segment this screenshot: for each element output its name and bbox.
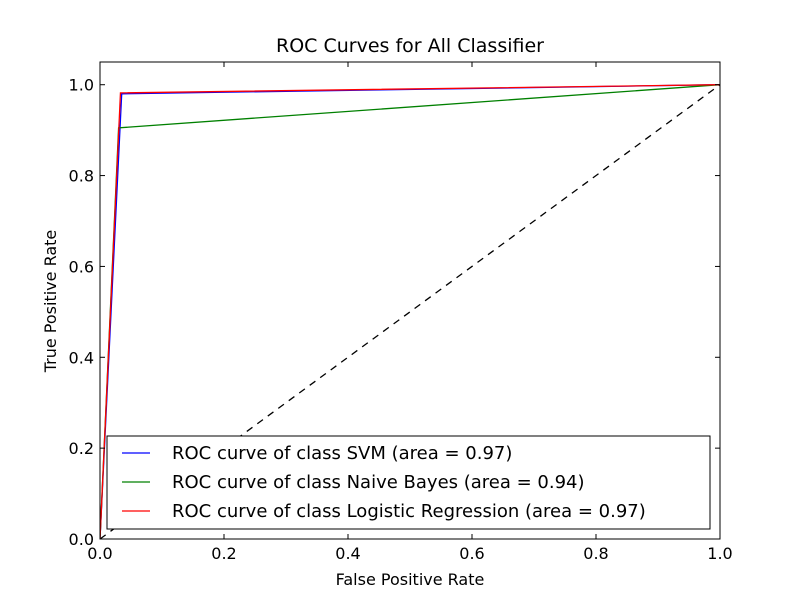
legend-label-2: ROC curve of class Naive Bayes (area = 0… [172, 472, 585, 493]
series-line-3 [100, 84, 720, 539]
y-axis-label: True Positive Rate [41, 230, 60, 374]
plot-area: 0.0 0.2 0.4 0.6 0.8 1.0 0.0 0.2 0.4 0.6 0.8 1.0 [69, 61, 733, 563]
x-tick-label-0-4: 0.4 [335, 544, 360, 563]
x-axis-label: False Positive Rate [336, 570, 485, 589]
y-tick-label-0-0: 0.0 [69, 530, 94, 549]
y-tick-label-0-2: 0.2 [69, 439, 94, 458]
x-tick-label-0-0: 0.0 [87, 544, 112, 563]
legend-label-1: ROC curve of class SVM (area = 0.97) [172, 443, 512, 464]
x-tick-label-0-2: 0.2 [211, 544, 236, 563]
y-tick-label-0-4: 0.4 [69, 348, 94, 367]
legend-box [106, 435, 711, 530]
x-tick-label-0-6: 0.6 [459, 544, 484, 563]
plot-frame [99, 61, 721, 540]
reference-diagonal-line [100, 84, 720, 539]
x-tick-label-0-8: 0.8 [583, 544, 608, 563]
legend-label-3: ROC curve of class Logistic Regression (… [172, 501, 646, 522]
x-tick-label-1-0: 1.0 [707, 544, 732, 563]
chart-title: ROC Curves for All Classifier [276, 35, 544, 57]
y-tick-label-0-8: 0.8 [69, 167, 94, 186]
y-tick-label-1-0: 1.0 [69, 76, 94, 95]
legend: ROC curve of class SVM (area = 0.97) ROC … [106, 435, 711, 530]
y-tick-label-0-6: 0.6 [69, 257, 94, 276]
